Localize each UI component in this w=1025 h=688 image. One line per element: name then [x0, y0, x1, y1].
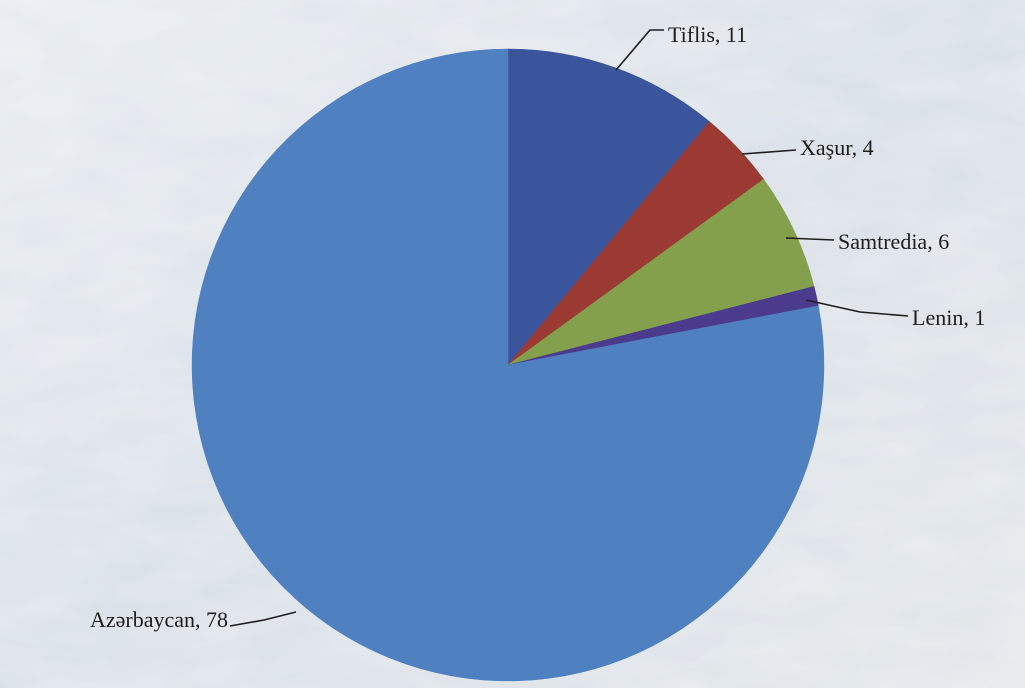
leader-line-tiflis	[615, 29, 664, 71]
slice-label-samtredia: Samtredia, 6	[838, 229, 949, 254]
slice-label-tiflis: Tiflis, 11	[668, 22, 747, 47]
slice-labels: Tiflis, 11 Xaşur, 4 Samtredia, 6 Lenin, 1 Az…	[90, 22, 985, 632]
leader-line-samtredia	[785, 237, 835, 241]
leader-line-az-rbaycan	[229, 611, 297, 627]
pie-slices	[191, 48, 825, 682]
slice-label-xasur: Xaşur, 4	[800, 135, 874, 160]
leader-line-lenin	[805, 299, 909, 317]
pie-slice-az-rbaycan	[191, 48, 825, 682]
slice-label-lenin: Lenin, 1	[912, 305, 985, 330]
leader-line-xasur	[741, 149, 797, 155]
pie-slice-samtredia	[507, 178, 815, 366]
pie-slice-tiflis	[507, 48, 710, 366]
leader-lines	[229, 29, 909, 627]
slice-label-az-rbaycan: Azərbaycan, 78	[90, 607, 228, 632]
